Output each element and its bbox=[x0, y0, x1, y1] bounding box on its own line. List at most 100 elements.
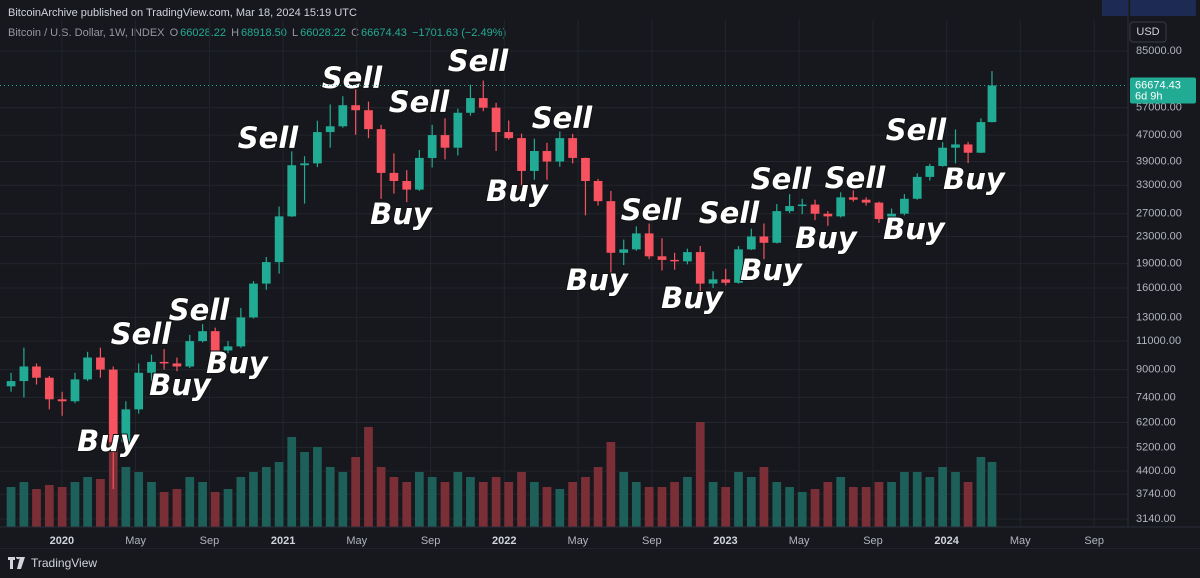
volume-bar bbox=[159, 492, 169, 527]
volume-bar bbox=[823, 482, 833, 527]
candle-body bbox=[338, 105, 348, 127]
annotation: Buy bbox=[795, 221, 858, 255]
volume-bar bbox=[683, 477, 692, 527]
volume-bar bbox=[478, 482, 488, 527]
volume-bar bbox=[491, 477, 501, 527]
annotation: Sell bbox=[751, 162, 812, 196]
ohlc-value: 68918.50 bbox=[241, 27, 287, 39]
annotation: Buy bbox=[370, 197, 433, 231]
x-tick-label: May bbox=[789, 535, 810, 547]
candle-body bbox=[198, 331, 207, 342]
volume-bar bbox=[912, 472, 922, 527]
candle-body bbox=[657, 256, 667, 260]
volume-bar bbox=[504, 482, 514, 527]
candle-body bbox=[836, 197, 846, 217]
publisher: BitcoinArchive published on TradingView.… bbox=[8, 7, 357, 19]
volume-bar bbox=[987, 462, 997, 527]
y-tick-label: 3740.00 bbox=[1136, 488, 1176, 500]
annotation: Sell bbox=[621, 193, 682, 227]
annotation: Sell bbox=[825, 161, 886, 195]
annotation: Buy bbox=[943, 162, 1006, 196]
annotation: Sell bbox=[448, 44, 509, 78]
candle-body bbox=[96, 357, 105, 370]
volume-bar bbox=[261, 467, 271, 527]
volume-bar bbox=[887, 482, 896, 527]
volume-bar bbox=[300, 452, 309, 527]
x-tick-label: Sep bbox=[863, 535, 883, 547]
countdown: 6d 9h bbox=[1135, 90, 1163, 102]
candle-body bbox=[759, 236, 769, 243]
logo bbox=[8, 557, 25, 569]
candle-body bbox=[542, 151, 552, 162]
annotation: Sell bbox=[169, 293, 230, 327]
annotation: Buy bbox=[149, 368, 212, 402]
candle-body bbox=[581, 157, 590, 182]
y-tick-label: 5200.00 bbox=[1136, 441, 1176, 453]
volume-bar bbox=[325, 467, 335, 527]
x-axis-strip bbox=[0, 527, 1200, 548]
volume-bar bbox=[606, 442, 616, 527]
annotation: Sell bbox=[532, 101, 593, 135]
low-value-box bbox=[1130, 0, 1196, 16]
y-tick-label: 16000.00 bbox=[1136, 282, 1182, 294]
volume-bar bbox=[976, 457, 986, 527]
volume-bar bbox=[938, 467, 948, 527]
volume-layer bbox=[6, 422, 997, 527]
symbol-legend: Bitcoin / U.S. Dollar, 1W, INDEX O 66028.… bbox=[8, 27, 508, 39]
annotation: Sell bbox=[111, 317, 172, 351]
volume-bar bbox=[96, 479, 105, 527]
y-tick-label: 11000.00 bbox=[1136, 335, 1181, 347]
volume-bar bbox=[542, 487, 552, 527]
volume-bar bbox=[198, 482, 207, 527]
volume-bar bbox=[70, 482, 80, 527]
candle-body bbox=[772, 211, 782, 243]
candle-body bbox=[619, 249, 629, 253]
candle-body bbox=[810, 204, 820, 214]
volume-bar bbox=[810, 489, 820, 527]
volume-bar bbox=[249, 472, 258, 527]
volume-bar bbox=[695, 422, 705, 527]
candle-body bbox=[159, 361, 169, 364]
volume-bar bbox=[6, 487, 16, 527]
volume-bar bbox=[797, 492, 807, 527]
candle-body bbox=[364, 110, 373, 130]
candle-body bbox=[376, 129, 386, 173]
y-tick-label: 23000.00 bbox=[1136, 230, 1182, 242]
candle-body bbox=[121, 409, 131, 443]
candle-body bbox=[210, 331, 220, 351]
candle-body bbox=[32, 366, 41, 378]
volume-bar bbox=[644, 487, 654, 527]
candle-body bbox=[70, 379, 80, 402]
annotation: Buy bbox=[77, 424, 140, 458]
candle-body bbox=[900, 198, 909, 214]
volume-bar bbox=[287, 437, 297, 527]
change: −1701.63 (−2.49%) bbox=[411, 27, 507, 39]
volume-bar bbox=[759, 467, 769, 527]
x-tick-label: 2022 bbox=[492, 535, 516, 547]
annotation: Sell bbox=[389, 85, 450, 119]
candle-body bbox=[300, 163, 309, 166]
volume-bar bbox=[414, 472, 424, 527]
volume-bar bbox=[44, 485, 54, 527]
symbol: Bitcoin / U.S. Dollar, 1W, INDEX bbox=[8, 27, 165, 39]
volume-bar bbox=[657, 487, 667, 527]
candle-body bbox=[746, 236, 756, 250]
y-tick-label: 47000.00 bbox=[1136, 129, 1182, 141]
volume-bar bbox=[427, 477, 437, 527]
volume-bar bbox=[338, 472, 348, 527]
x-tick-label: Sep bbox=[200, 535, 220, 547]
volume-bar bbox=[147, 482, 156, 527]
y-tick-label: 7400.00 bbox=[1136, 391, 1176, 403]
candle-body bbox=[249, 283, 258, 318]
volume-bar bbox=[619, 472, 629, 527]
candle-body bbox=[236, 317, 246, 347]
candle-body bbox=[530, 151, 539, 171]
x-tick-label: May bbox=[568, 535, 589, 547]
y-tick-label: 3140.00 bbox=[1136, 513, 1176, 525]
volume-bar bbox=[734, 472, 743, 527]
candle-body bbox=[785, 206, 794, 212]
candle-body bbox=[19, 366, 29, 382]
candle-body bbox=[83, 357, 92, 380]
